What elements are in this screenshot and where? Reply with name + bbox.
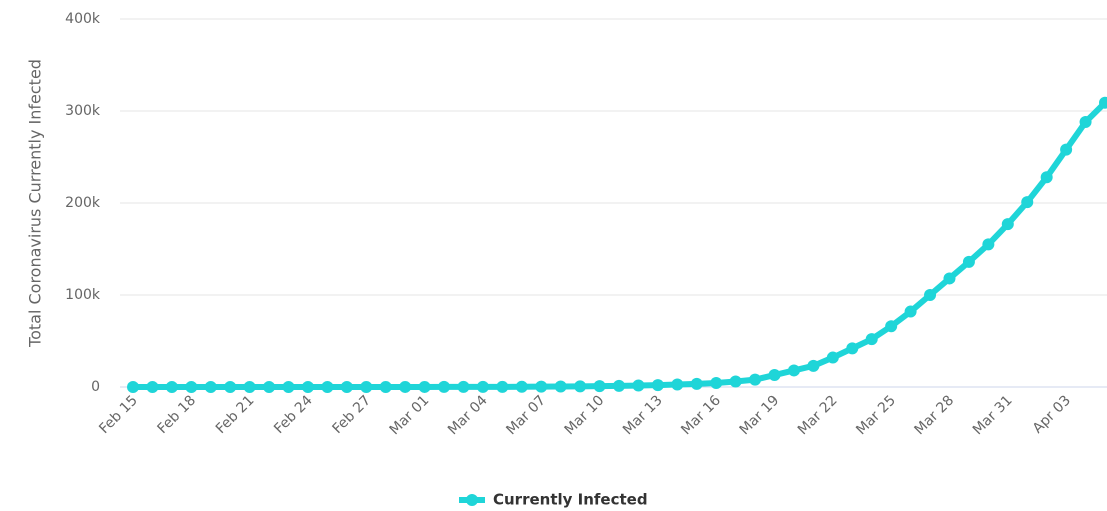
marker [1099, 96, 1107, 109]
marker [457, 380, 470, 393]
marker [146, 380, 159, 393]
marker [982, 238, 995, 251]
marker [1060, 143, 1073, 156]
y-tick-label: 300k [65, 103, 101, 119]
marker [399, 380, 412, 393]
y-tick-label: 400k [65, 11, 101, 27]
marker [282, 380, 295, 393]
marker [671, 378, 684, 391]
marker [1001, 218, 1014, 231]
marker [613, 379, 625, 392]
marker [438, 380, 451, 393]
marker [885, 320, 898, 333]
x-tick-label: Mar 04 [445, 392, 491, 438]
x-tick-label: Mar 16 [678, 392, 724, 438]
legend-symbol-marker [466, 494, 478, 506]
marker [749, 373, 762, 386]
legend-label: Currently Infected [493, 491, 648, 509]
y-tick-label: 100k [65, 287, 101, 303]
marker [574, 380, 587, 393]
marker [263, 380, 276, 393]
marker [185, 380, 198, 393]
x-tick-label: Apr 03 [1030, 393, 1074, 437]
x-tick-label: Mar 01 [387, 393, 433, 439]
y-tick-label: 200k [65, 195, 101, 211]
x-tick-label: Feb 18 [155, 393, 200, 438]
y-axis-title: Total Coronavirus Currently Infected [26, 59, 45, 348]
marker [360, 380, 373, 393]
marker [943, 272, 956, 285]
marker [710, 377, 723, 390]
marker [224, 380, 237, 393]
marker [593, 380, 606, 393]
marker [165, 380, 178, 393]
marker [962, 255, 975, 268]
marker [690, 377, 703, 390]
marker [1040, 171, 1053, 184]
marker [243, 380, 256, 393]
marker [865, 333, 878, 346]
marker [340, 380, 353, 393]
y-tick-label: 0 [91, 379, 100, 395]
marker [554, 380, 567, 393]
marker [127, 380, 139, 393]
marker [496, 380, 509, 393]
marker [651, 379, 664, 392]
x-tick-label: Mar 25 [853, 393, 899, 439]
x-tick-label: Mar 13 [620, 393, 666, 439]
marker [807, 359, 820, 372]
x-tick-label: Feb 15 [96, 393, 141, 438]
marker [846, 342, 859, 355]
x-tick-label: Feb 27 [330, 393, 375, 438]
x-tick-label: Feb 24 [271, 392, 316, 437]
x-tick-label: Mar 19 [737, 393, 783, 439]
line [133, 100, 1107, 390]
marker [204, 380, 217, 393]
marker [768, 369, 781, 382]
marker [729, 375, 742, 388]
marker [321, 380, 334, 393]
x-tick-label: Mar 28 [912, 393, 958, 439]
marker [1079, 116, 1092, 129]
marker [904, 305, 917, 318]
marker [476, 380, 489, 393]
marker [418, 380, 431, 393]
marker [787, 364, 800, 377]
marker [535, 380, 548, 393]
marker [924, 289, 937, 301]
x-tick-label: Mar 07 [503, 393, 549, 439]
marker [379, 380, 392, 393]
marker [1021, 196, 1034, 209]
marker [632, 379, 645, 392]
marker [515, 380, 528, 393]
marker [301, 380, 314, 393]
x-tick-label: Mar 31 [970, 393, 1016, 439]
marker [826, 351, 839, 364]
x-tick-label: Mar 10 [562, 393, 608, 439]
x-tick-label: Feb 21 [213, 393, 258, 438]
x-tick-label: Mar 22 [795, 393, 841, 439]
